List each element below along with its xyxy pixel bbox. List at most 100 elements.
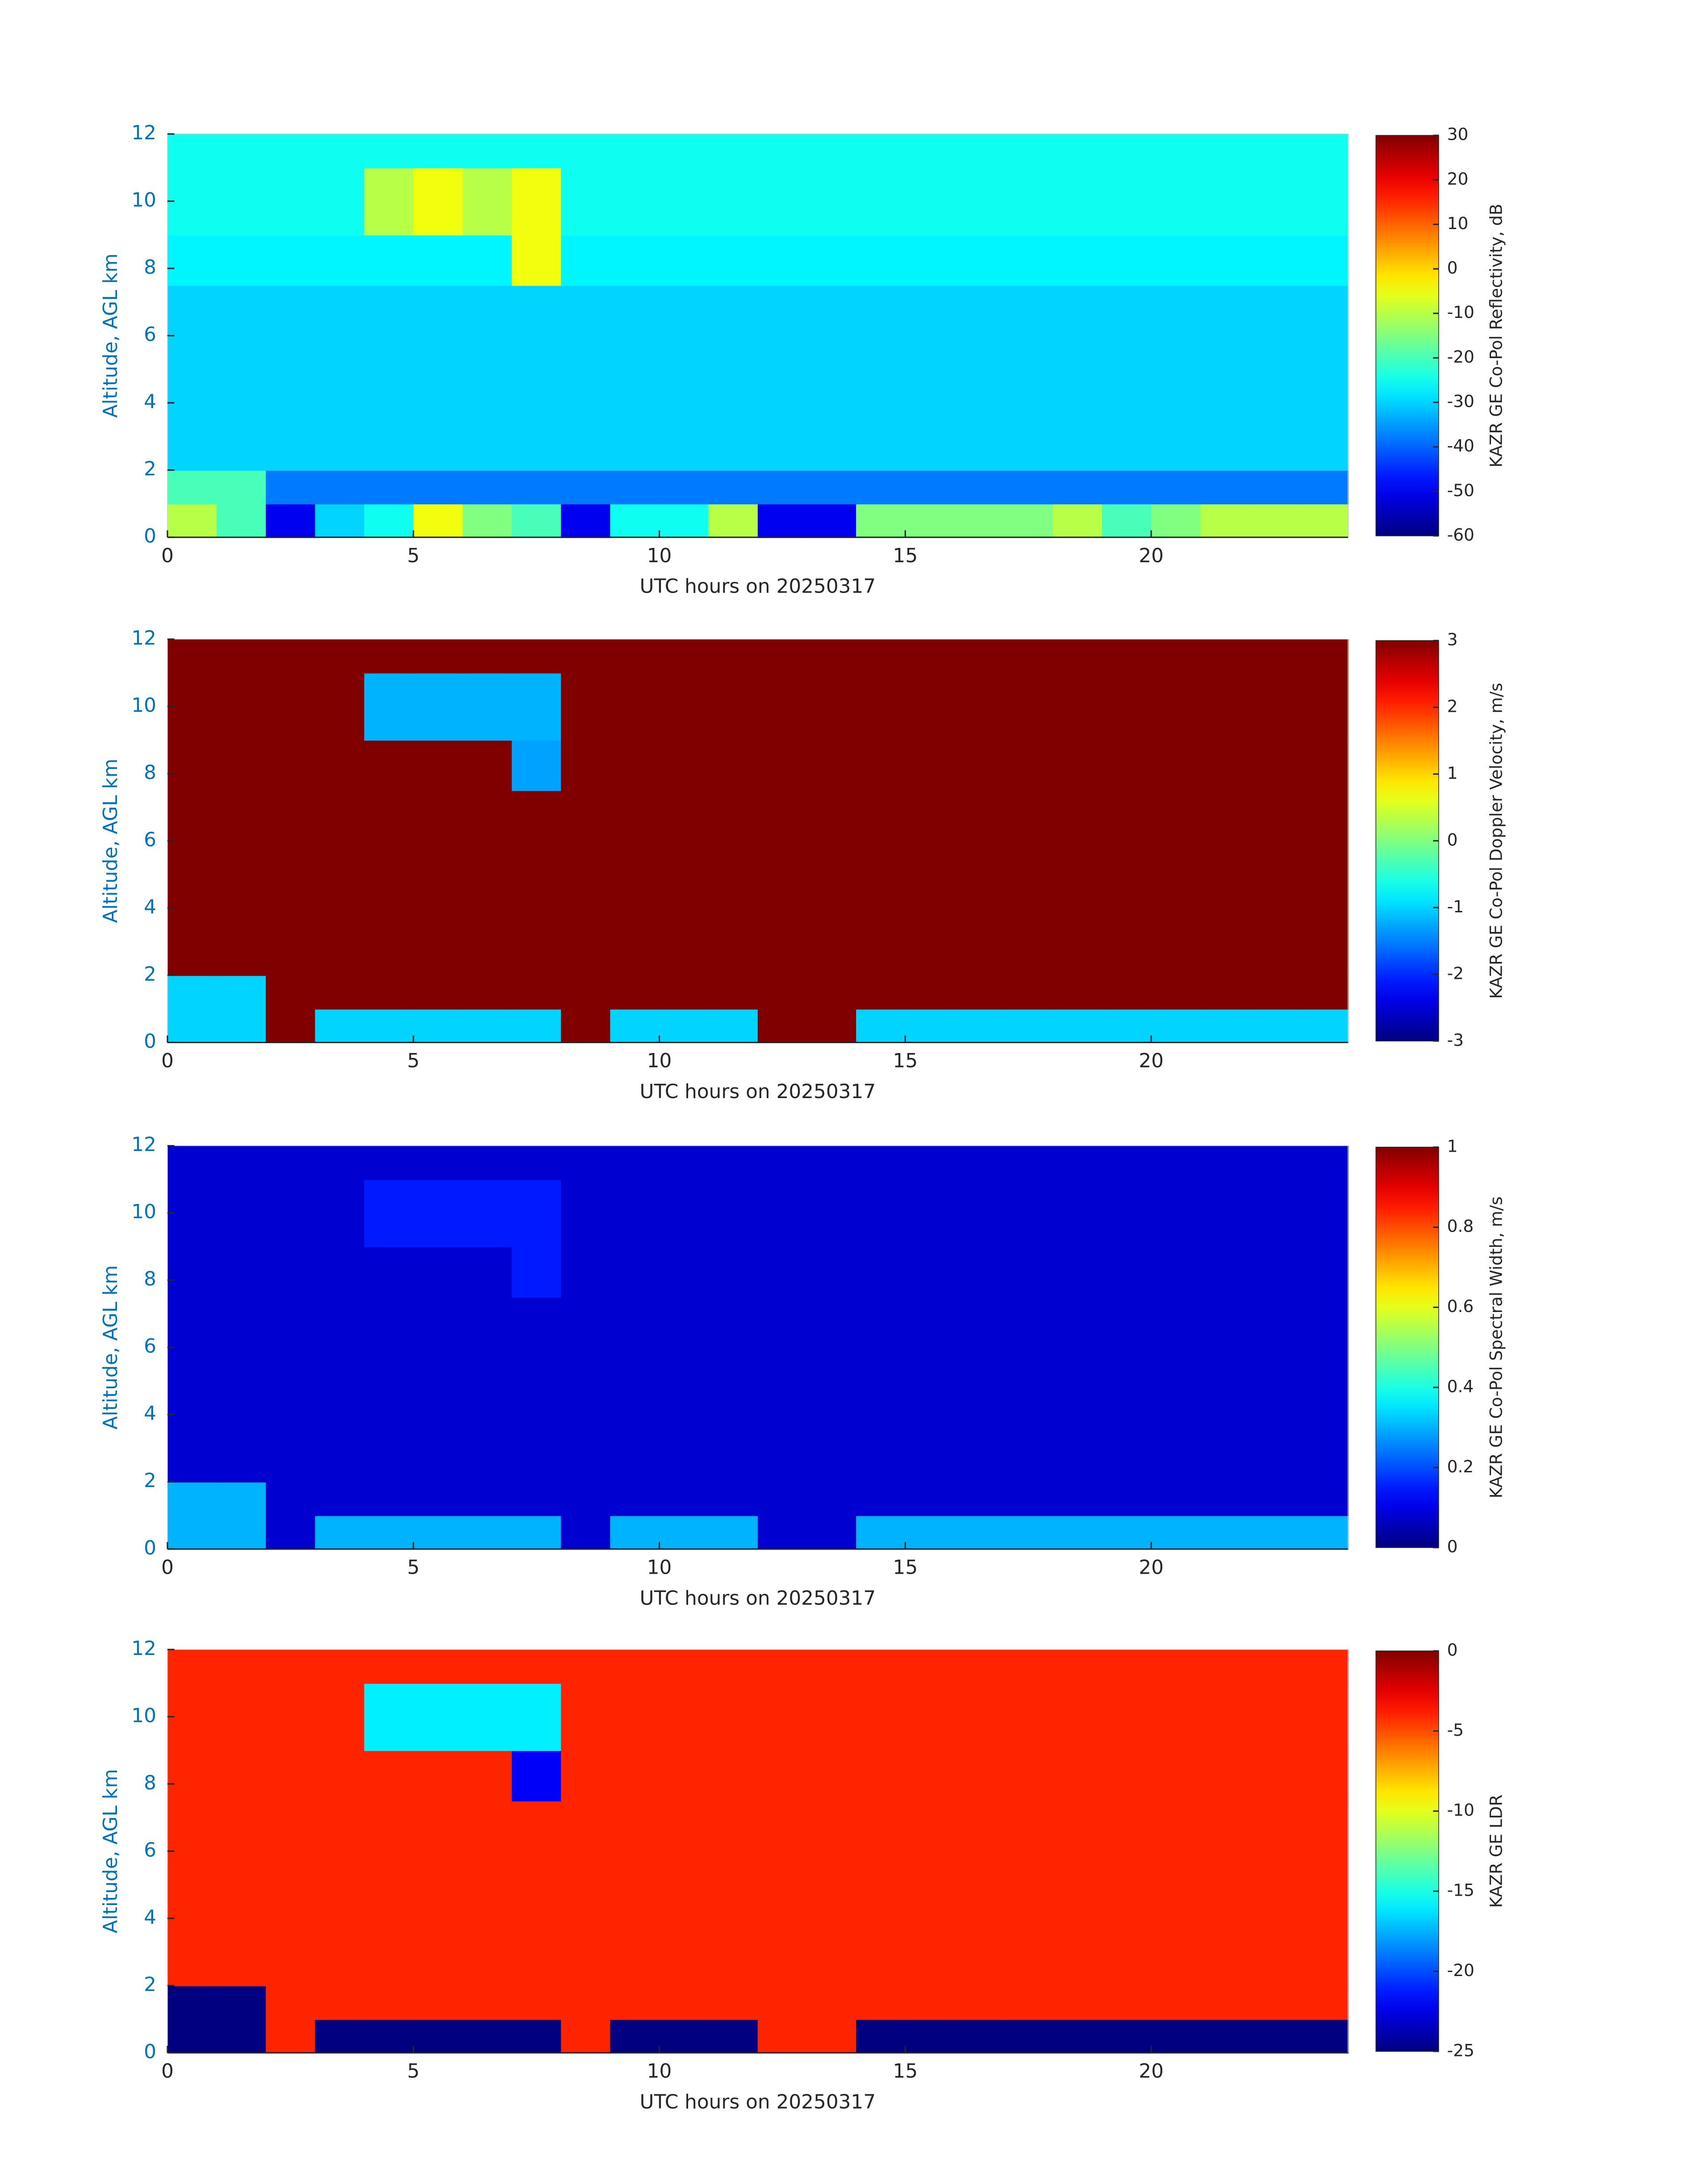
cell (561, 1515, 611, 1550)
cell (708, 1179, 759, 1247)
cell (167, 975, 217, 1010)
cell (807, 285, 857, 471)
cell (807, 1246, 857, 1298)
cell (1102, 1649, 1152, 1684)
cell (1102, 285, 1152, 471)
cell (1102, 503, 1152, 538)
cell (315, 1985, 365, 2020)
y-tick-label: 12 (131, 627, 156, 649)
cell (266, 1482, 316, 1517)
cell (561, 1801, 611, 1986)
cell (512, 2019, 562, 2054)
colorbar-tick-label: 20 (1447, 169, 1469, 188)
cell (266, 1179, 316, 1247)
y-tick-label: 2 (144, 458, 156, 481)
cell (315, 2019, 365, 2054)
cell (413, 1482, 464, 1517)
cell (266, 1649, 316, 1684)
cell (315, 1683, 365, 1751)
cell (954, 1009, 1005, 1043)
x-tick-label: 15 (893, 2060, 918, 2083)
cell (757, 740, 808, 791)
cell (512, 503, 562, 538)
cell (1249, 1750, 1300, 1801)
cell (1003, 234, 1054, 286)
cell (1102, 1009, 1152, 1043)
cell (167, 740, 217, 791)
cell (167, 470, 217, 505)
cell (1151, 503, 1201, 538)
y-axis-label: Altitude, AGL km (99, 1769, 122, 1933)
cell (954, 1482, 1005, 1517)
cell (954, 790, 1005, 976)
cell (905, 1683, 956, 1751)
cell (561, 1179, 611, 1247)
cell (1200, 503, 1250, 538)
cell (1200, 1801, 1250, 1986)
cell (757, 1297, 808, 1483)
colorbar-tick-label: -5 (1447, 1720, 1464, 1740)
cell (905, 470, 956, 505)
cell (856, 975, 906, 1010)
cell (1102, 234, 1152, 286)
y-tick-label: 0 (144, 2040, 156, 2063)
cell (1151, 470, 1201, 505)
cell (512, 1297, 562, 1483)
colorbar (1375, 135, 1439, 536)
cell (905, 975, 956, 1010)
cell (1249, 1985, 1300, 2020)
cell (807, 470, 857, 505)
cell (561, 1009, 611, 1043)
cell (1102, 1145, 1152, 1180)
cell (1200, 1009, 1250, 1043)
cell (905, 1297, 956, 1483)
cell (217, 1246, 267, 1298)
cell (1151, 1009, 1201, 1043)
x-tick-label: 5 (407, 1556, 420, 1579)
cell (561, 673, 611, 741)
cell (905, 1145, 956, 1180)
cell (1151, 1985, 1201, 2020)
cell (1249, 639, 1300, 674)
cell (954, 1683, 1005, 1751)
cell (217, 1482, 267, 1517)
cell (266, 503, 316, 538)
cell (1299, 1246, 1349, 1298)
cell (315, 790, 365, 976)
cell (364, 1009, 414, 1043)
cell (1052, 673, 1103, 741)
cell (905, 1649, 956, 1684)
cell (856, 167, 906, 236)
colorbar-tick-label: -10 (1447, 302, 1474, 322)
cell (561, 1985, 611, 2020)
cell (512, 790, 562, 976)
cell (1151, 1515, 1201, 1550)
cell (659, 470, 710, 505)
cell (217, 1750, 267, 1801)
y-axis-label: Altitude, AGL km (99, 254, 122, 418)
cell (659, 639, 710, 674)
cell (217, 234, 267, 286)
cell (708, 1985, 759, 2020)
cell (1299, 285, 1349, 471)
cell (1102, 1515, 1152, 1550)
colorbar-tick-label: 10 (1447, 213, 1469, 233)
cell (315, 1145, 365, 1180)
cell (1299, 2019, 1349, 2054)
cell (954, 1750, 1005, 1801)
cell (561, 134, 611, 168)
cell (1003, 1985, 1054, 2020)
cell (807, 1515, 857, 1550)
cell (462, 470, 513, 505)
cell (708, 975, 759, 1010)
cell (1052, 1482, 1103, 1517)
cell (561, 1649, 611, 1684)
cell (167, 503, 217, 538)
cell (561, 2019, 611, 2054)
x-tick-label: 15 (893, 1556, 918, 1579)
cell (954, 234, 1005, 286)
cell (1200, 470, 1250, 505)
cell (856, 1801, 906, 1986)
cell (905, 639, 956, 674)
